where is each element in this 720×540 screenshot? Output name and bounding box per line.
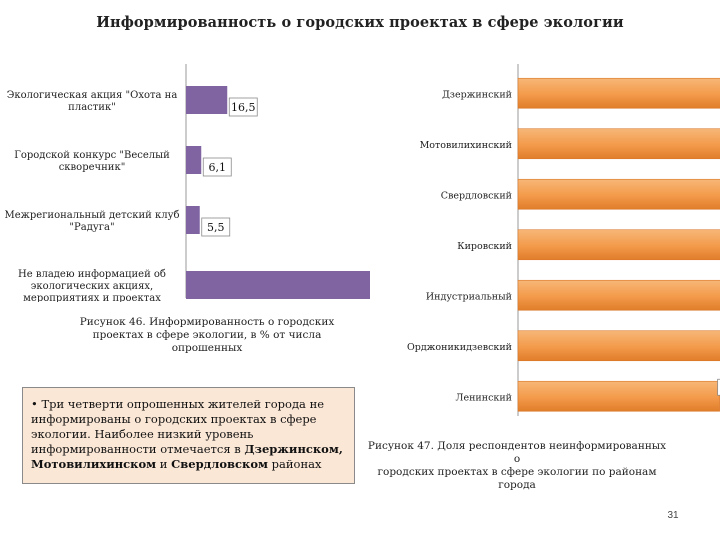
category-label: Кировский	[457, 241, 512, 252]
bar	[517, 178, 720, 210]
note-text: и	[156, 457, 172, 471]
caption-line: городских проектах в сфере экологии по р…	[377, 466, 657, 491]
category-label: Индустриальный	[426, 291, 512, 302]
caption-line: проектах в сфере экологии, в % от числа	[92, 329, 322, 341]
figure-47-caption: Рисунок 47. Доля респондентов неинформир…	[364, 440, 670, 492]
category-label: Экологическая акция "Охота на	[7, 90, 178, 101]
note-text: районах	[268, 457, 322, 471]
chart-uninformed-districts: 82.1Дзержинский80.3Мотовилихинский78Свер…	[376, 60, 720, 420]
category-label: мероприятиях и проектах	[23, 293, 161, 302]
bullet-mark: •	[31, 397, 38, 411]
bar	[186, 86, 228, 114]
category-label: Не владею информацией об	[18, 269, 166, 280]
data-label: 5,5	[207, 221, 225, 234]
note-text: Три четверти опрошенных жителей города н…	[31, 397, 325, 456]
caption-line: Рисунок 46. Информированность о городски…	[79, 316, 335, 328]
figure-46-caption: Рисунок 46. Информированность о городски…	[62, 316, 352, 355]
category-label: Свердловский	[441, 190, 512, 201]
data-label: 6,1	[209, 161, 227, 174]
page-title: Информированность о городских проектах в…	[96, 14, 624, 31]
chart-awareness-svg: 16,5 Экологическая акция "Охота напластик…	[5, 64, 407, 304]
bar	[517, 77, 720, 109]
category-label: Мотовилихинский	[420, 140, 512, 151]
bar	[186, 206, 200, 234]
category-label: Ленинский	[456, 392, 512, 403]
page-number: 31	[667, 510, 679, 521]
data-label-box	[201, 217, 231, 237]
note-bold-districts: Дзержинском, Мотовилихинском	[31, 442, 343, 471]
data-label-box	[717, 378, 720, 396]
bar	[517, 330, 720, 362]
bar	[186, 146, 202, 174]
category-label: пластик"	[68, 102, 116, 113]
data-label-box	[228, 97, 258, 117]
category-label: скворечник"	[59, 162, 126, 173]
category-label: Дзержинский	[442, 89, 512, 100]
bar	[517, 229, 720, 261]
chart-districts-svg: 82.1Дзержинский80.3Мотовилихинский78Свер…	[407, 64, 720, 416]
data-label: 16,5	[231, 101, 256, 114]
category-label: Межрегиональный детский клуб	[5, 210, 180, 221]
note-bold-district: Свердловском	[171, 457, 269, 471]
category-label: Городской конкурс "Веселый	[14, 150, 170, 161]
caption-line: Рисунок 47. Доля респондентов неинформир…	[367, 440, 667, 465]
bar	[517, 128, 720, 160]
chart-awareness-projects: 16,5 Экологическая акция "Охота на пластик…	[0, 62, 407, 304]
bar	[186, 271, 376, 299]
data-label-box	[202, 157, 232, 177]
bar	[517, 279, 720, 311]
category-label: "Радуга"	[69, 222, 114, 233]
bar	[517, 380, 720, 412]
caption-line: опрошенных	[171, 342, 243, 354]
summary-note-box: • Три четверти опрошенных жителей города…	[22, 387, 355, 484]
category-label: Орджоникидзевский	[407, 342, 512, 353]
category-label: экологических акциях,	[31, 281, 153, 292]
